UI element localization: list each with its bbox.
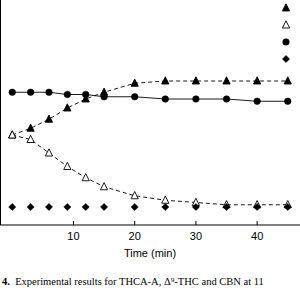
data-point <box>162 96 169 103</box>
data-point <box>9 203 16 210</box>
x-tick <box>134 221 135 225</box>
y-axis <box>0 0 1 225</box>
data-point <box>131 192 138 199</box>
data-point <box>9 131 16 138</box>
data-point <box>100 183 107 190</box>
legend <box>282 4 289 63</box>
chart-root: 10 20 30 40 Time (min) 4. Experimental result… <box>0 0 300 300</box>
data-point <box>284 98 291 105</box>
data-point <box>254 203 261 210</box>
data-point <box>64 104 71 111</box>
data-point <box>82 203 89 210</box>
x-axis-label: Time (min) <box>124 247 176 259</box>
series-line <box>12 92 288 101</box>
data-point <box>131 79 138 86</box>
data-point <box>27 89 34 96</box>
x-tick-label: 10 <box>67 230 79 242</box>
data-point <box>100 203 107 210</box>
chart-svg: 10 20 30 40 Time (min) 4. Experimental result… <box>0 0 300 300</box>
data-point <box>27 135 34 142</box>
legend-marker <box>282 4 289 11</box>
data-point <box>101 93 108 100</box>
caption: 4. Experimental results for THCA-A, Δ⁹-T… <box>2 276 264 287</box>
data-point <box>162 77 169 84</box>
data-point <box>64 91 71 98</box>
data-point <box>64 162 71 169</box>
x-tick-label: 40 <box>251 230 263 242</box>
data-point <box>223 96 230 103</box>
data-point <box>131 93 138 100</box>
data-point <box>9 89 16 96</box>
data-point <box>82 174 89 181</box>
data-point <box>9 131 16 138</box>
series-line <box>12 135 288 205</box>
data-point <box>162 196 169 203</box>
data-point <box>193 96 200 103</box>
legend-marker <box>282 21 289 28</box>
data-point <box>27 124 34 131</box>
data-point <box>254 98 261 105</box>
x-tick-label: 20 <box>129 230 141 242</box>
data-point <box>46 89 53 96</box>
data-point <box>162 203 169 210</box>
data-point <box>192 77 199 84</box>
x-tick-label: 30 <box>190 230 202 242</box>
plot-area <box>9 77 292 211</box>
series-line <box>12 81 288 135</box>
data-point <box>27 203 34 210</box>
legend-marker <box>282 55 289 62</box>
data-point <box>45 203 52 210</box>
data-point <box>284 77 291 84</box>
x-tick <box>195 221 196 225</box>
data-point <box>82 91 89 98</box>
data-point <box>64 203 71 210</box>
caption-text: Experimental results for THCA-A, Δ⁹-THC … <box>10 276 264 287</box>
data-point <box>192 203 199 210</box>
data-point <box>45 115 52 122</box>
data-point <box>223 77 230 84</box>
x-tick <box>73 221 74 225</box>
x-tick <box>257 221 258 225</box>
data-point <box>223 203 230 210</box>
x-axis <box>0 225 300 226</box>
data-point <box>131 203 138 210</box>
data-point <box>45 149 52 156</box>
data-point <box>254 77 261 84</box>
data-point <box>284 203 291 210</box>
legend-marker <box>283 39 290 46</box>
